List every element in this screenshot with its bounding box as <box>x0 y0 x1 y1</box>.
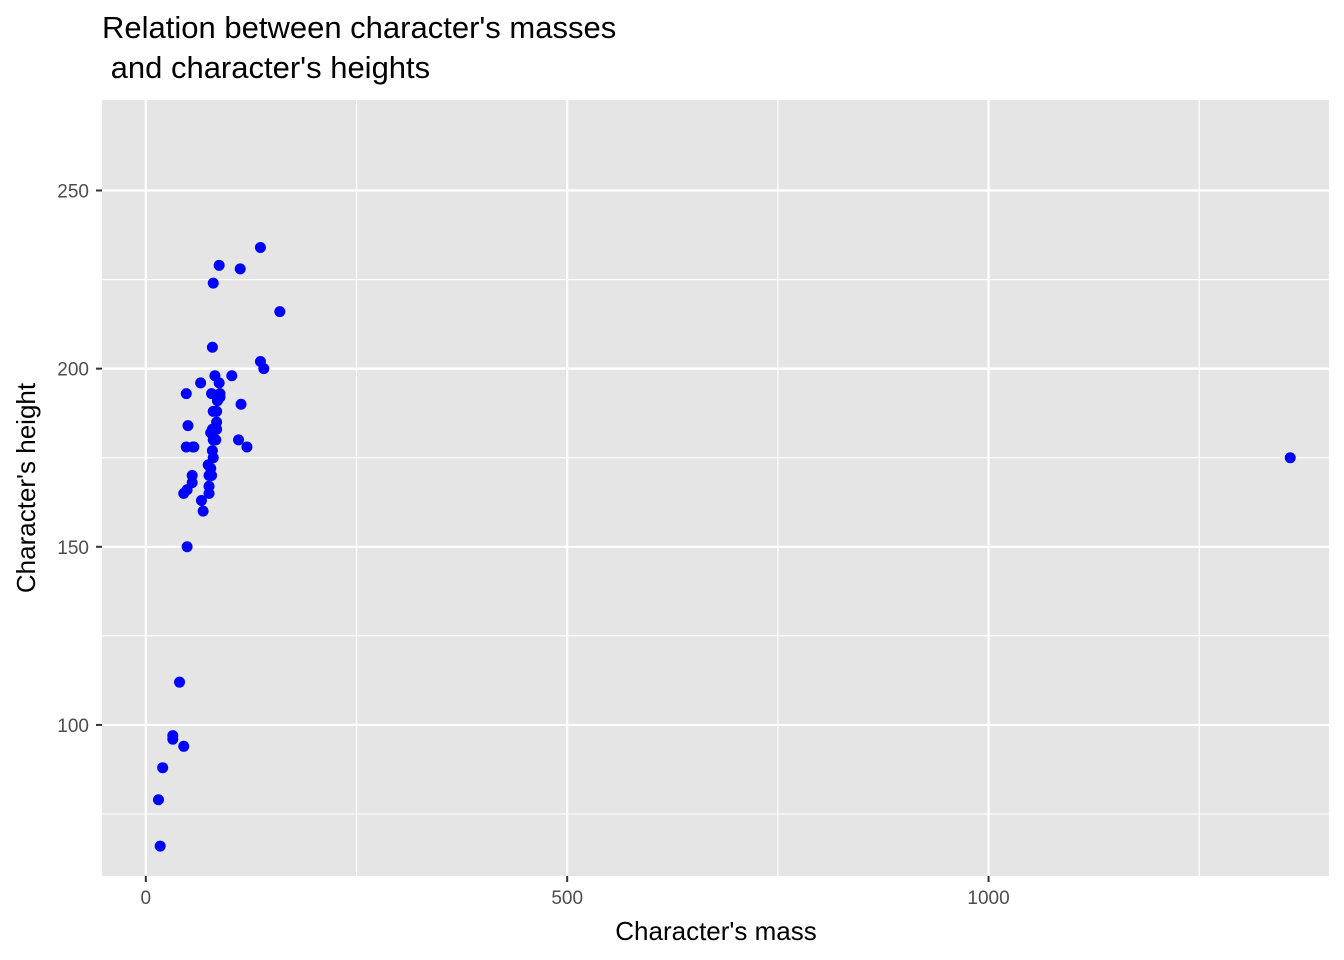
data-point <box>197 505 209 517</box>
data-point <box>234 263 246 275</box>
data-point <box>207 405 219 417</box>
y-tick-label: 200 <box>57 360 89 381</box>
data-point <box>207 277 219 289</box>
data-point <box>254 242 266 254</box>
chart-title-line-1: Relation between character's masses <box>102 10 616 45</box>
data-point <box>206 445 218 457</box>
data-point <box>182 420 194 432</box>
data-point <box>258 363 270 375</box>
y-axis-title: Character's height <box>11 382 41 593</box>
data-point <box>211 416 223 428</box>
data-point <box>195 377 207 389</box>
data-point <box>213 259 225 271</box>
data-point <box>210 434 222 446</box>
data-point <box>235 398 247 410</box>
data-point <box>203 470 215 482</box>
data-point <box>195 494 207 506</box>
data-point <box>241 441 253 453</box>
data-point <box>178 740 190 752</box>
panel-background <box>102 100 1329 876</box>
data-point <box>180 441 192 453</box>
y-tick-label: 150 <box>57 538 89 559</box>
data-point <box>213 377 225 389</box>
x-tick-label: 1000 <box>967 888 1009 909</box>
data-point <box>1284 452 1296 464</box>
data-point <box>157 762 169 774</box>
data-point <box>181 541 193 553</box>
data-point <box>214 391 226 403</box>
data-point <box>186 477 198 489</box>
chart-title-line-2: and character's heights <box>102 50 430 85</box>
y-tick-label: 100 <box>57 716 89 737</box>
data-point <box>154 840 166 852</box>
data-point <box>233 434 245 446</box>
data-point <box>274 306 286 318</box>
x-axis-title: Character's mass <box>615 916 816 946</box>
y-tick-label: 250 <box>57 181 89 202</box>
x-tick-label: 0 <box>141 888 152 909</box>
plot-panel <box>102 100 1329 876</box>
data-point <box>188 441 200 453</box>
data-point <box>206 341 218 353</box>
data-point <box>152 794 164 806</box>
axes: 0 500 1000 100 150 200 250 <box>57 181 1009 909</box>
data-point <box>167 730 179 742</box>
data-points <box>152 242 1296 852</box>
data-point <box>203 487 215 499</box>
data-point <box>174 676 186 688</box>
x-tick-label: 500 <box>551 888 583 909</box>
data-point <box>180 388 192 400</box>
data-point <box>226 370 238 382</box>
